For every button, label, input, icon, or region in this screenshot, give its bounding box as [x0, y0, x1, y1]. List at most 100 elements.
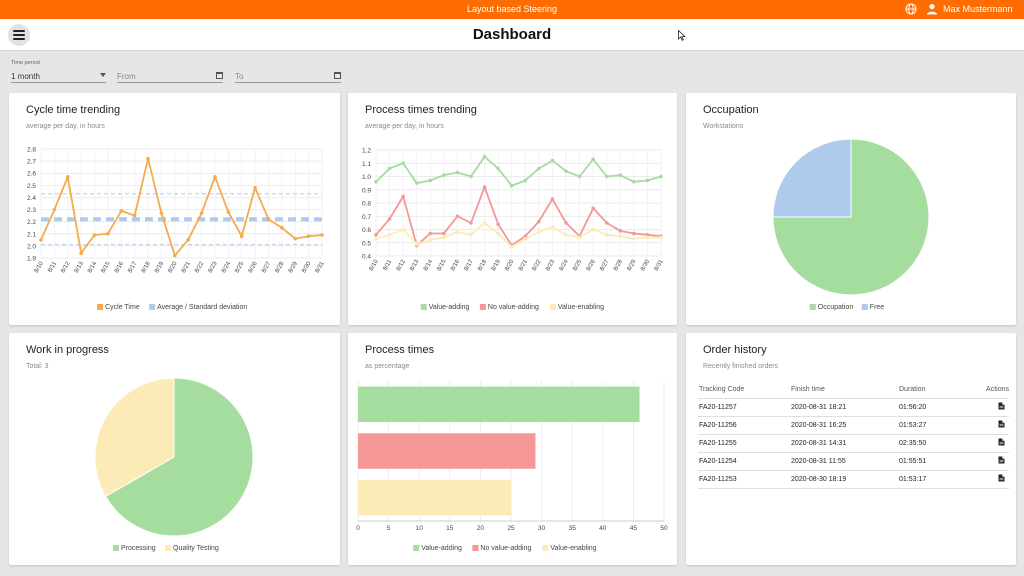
x-tick-label: 8/21	[181, 260, 192, 274]
legend-swatch	[479, 304, 486, 310]
to-placeholder: To	[235, 72, 244, 81]
column-header[interactable]: Finish time	[790, 382, 898, 399]
x-tick-label: 8/30	[640, 258, 651, 272]
pie-slice	[104, 377, 254, 537]
data-point	[482, 221, 487, 225]
legend-label: Value-adding	[421, 545, 462, 552]
data-point	[401, 161, 405, 166]
y-tick-label: 1.2	[362, 148, 371, 155]
data-point	[280, 225, 284, 230]
tracking-code: FA20-11257	[698, 398, 790, 417]
data-point	[509, 244, 514, 249]
table-row[interactable]: FA20-11253 2020-08-30 18:19 01:53:17	[698, 470, 1009, 489]
data-point	[442, 173, 446, 177]
to-date-field[interactable]: To	[235, 60, 341, 84]
order-table: Tracking Code Finish time Duration Actio…	[698, 382, 1009, 489]
card-title: Order history	[703, 344, 767, 356]
data-point	[632, 236, 636, 241]
order-history-card: Order history Recently finished orders T…	[686, 333, 1016, 565]
card-subtitle: average per day, in hours	[26, 123, 105, 130]
data-point	[173, 253, 177, 258]
legend-swatch	[472, 545, 479, 551]
y-tick-label: 2.0	[27, 243, 36, 250]
x-tick-label: 8/17	[464, 258, 475, 272]
data-point	[320, 233, 324, 237]
data-point	[387, 166, 392, 171]
x-tick-label: 8/21	[518, 258, 529, 272]
finish-time: 2020-08-30 18:19	[790, 470, 898, 489]
x-tick-label: 8/16	[114, 260, 125, 274]
data-point	[401, 194, 405, 199]
data-point	[293, 236, 298, 241]
data-point	[39, 238, 43, 242]
y-tick-label: 0.6	[362, 227, 371, 234]
card-title: Cycle time trending	[26, 104, 121, 116]
data-point	[604, 221, 609, 225]
y-tick-label: 0.8	[362, 201, 371, 208]
menu-icon	[13, 30, 25, 32]
table-row[interactable]: FA20-11254 2020-08-31 11:55 01:55:51	[698, 452, 1009, 471]
duration: 01:53:17	[898, 470, 968, 489]
data-point	[455, 214, 460, 219]
data-point	[509, 183, 514, 188]
x-tick-label: 8/16	[450, 258, 461, 272]
document-icon[interactable]	[998, 420, 1005, 428]
x-tick-label: 8/10	[369, 258, 380, 272]
x-tick-label: 8/28	[275, 260, 286, 274]
x-tick-label: 8/24	[559, 258, 570, 272]
document-icon[interactable]	[998, 402, 1005, 410]
x-tick-label: 45	[630, 525, 638, 532]
x-tick-label: 8/11	[382, 258, 393, 271]
table-row[interactable]: FA20-11256 2020-08-31 16:25 01:53:27	[698, 416, 1009, 435]
data-point	[550, 197, 555, 201]
data-point	[632, 180, 636, 184]
y-tick-label: 0.7	[362, 214, 371, 221]
legend-label: Cycle Time	[105, 304, 140, 311]
occupation-chart: Occupation Free	[772, 138, 930, 311]
user-icon[interactable]	[926, 3, 938, 15]
user-name[interactable]: Max Mustermann	[943, 4, 1013, 14]
x-tick-label: 8/25	[572, 258, 583, 272]
legend-swatch	[809, 304, 816, 310]
table-row[interactable]: FA20-11255 2020-08-31 14:31 02:35:50	[698, 434, 1009, 453]
column-header[interactable]: Tracking Code	[698, 382, 790, 399]
document-icon[interactable]	[998, 456, 1005, 464]
duration: 01:53:27	[898, 416, 968, 435]
x-tick-label: 15	[446, 525, 454, 532]
data-point	[374, 236, 378, 241]
legend-label: Value-enabling	[550, 545, 596, 552]
wip-card: Work in progress Total: 3 Processing Qual…	[9, 333, 340, 565]
x-tick-label: 8/18	[141, 260, 152, 274]
data-point	[65, 175, 70, 179]
time-period-value: 1 month	[11, 72, 40, 81]
x-tick-label: 0	[356, 525, 360, 532]
legend-label: Average / Standard deviation	[157, 304, 247, 311]
document-icon[interactable]	[998, 474, 1005, 482]
data-point	[239, 234, 244, 238]
y-tick-label: 0.9	[362, 187, 371, 194]
calendar-icon[interactable]	[334, 72, 341, 79]
table-row[interactable]: FA20-11257 2020-08-31 18:21 01:56:20	[698, 398, 1009, 417]
from-date-field[interactable]: From	[117, 60, 223, 84]
data-point	[645, 235, 650, 240]
data-point	[106, 231, 110, 236]
data-point	[482, 154, 487, 159]
document-icon[interactable]	[998, 438, 1005, 446]
x-tick-label: 8/18	[477, 258, 488, 272]
time-period-select[interactable]: Time period 1 month	[11, 60, 106, 84]
x-tick-label: 8/10	[34, 260, 45, 274]
data-point	[537, 166, 541, 171]
data-point	[469, 233, 473, 237]
data-point	[618, 229, 623, 233]
data-point	[577, 235, 582, 240]
card-title: Work in progress	[26, 344, 109, 356]
column-header[interactable]: Duration	[898, 382, 968, 399]
data-point	[564, 221, 568, 225]
globe-icon[interactable]	[905, 3, 917, 15]
menu-button[interactable]	[8, 24, 30, 46]
x-tick-label: 8/22	[532, 258, 543, 272]
x-tick-label: 8/17	[127, 260, 138, 274]
calendar-icon[interactable]	[216, 72, 223, 79]
legend-label: Free	[870, 304, 885, 311]
y-tick-label: 0.5	[362, 240, 371, 247]
